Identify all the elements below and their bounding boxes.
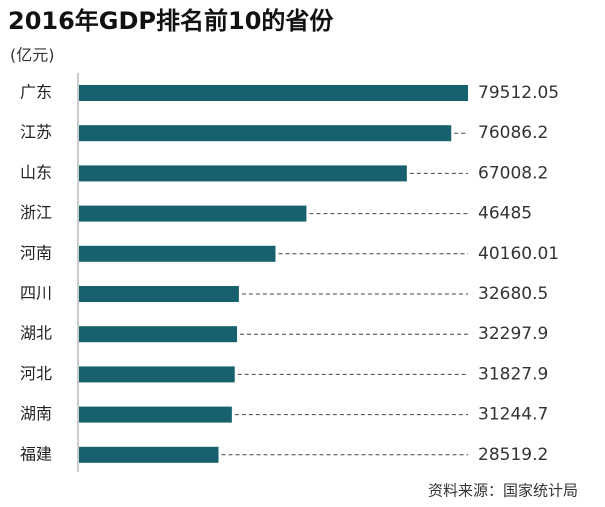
value-label: 28519.2 [478,445,548,465]
value-label: 32297.9 [478,324,548,344]
category-label: 广东 [20,83,52,102]
category-label: 浙江 [20,203,52,222]
value-label: 31244.7 [478,405,548,425]
value-label: 40160.01 [478,244,559,264]
unit-label: (亿元) [10,46,55,65]
value-label: 79512.05 [478,83,559,103]
category-label: 湖北 [20,324,52,343]
value-label: 31827.9 [478,364,548,384]
value-label: 46485 [478,204,532,224]
category-label: 四川 [20,284,52,303]
bar [79,125,452,142]
chart-title: 2016年GDP排名前10的省份 [8,7,334,35]
bar [79,366,235,383]
bar [79,245,276,262]
category-label: 福建 [20,444,52,463]
bar [79,446,219,463]
bar [79,286,239,302]
bar [79,85,468,101]
value-label: 67008.2 [478,163,548,183]
source-note: 资料来源：国家统计局 [428,482,578,500]
category-label: 江苏 [20,123,52,142]
category-label: 河南 [20,243,52,262]
bar [79,205,307,222]
category-label: 山东 [20,163,52,182]
value-label: 76086.2 [478,123,548,143]
value-label: 32680.5 [478,284,548,304]
bar [79,165,407,182]
bar [79,406,232,423]
category-label: 湖南 [20,404,52,423]
category-label: 河北 [20,364,52,383]
bar [79,326,238,343]
